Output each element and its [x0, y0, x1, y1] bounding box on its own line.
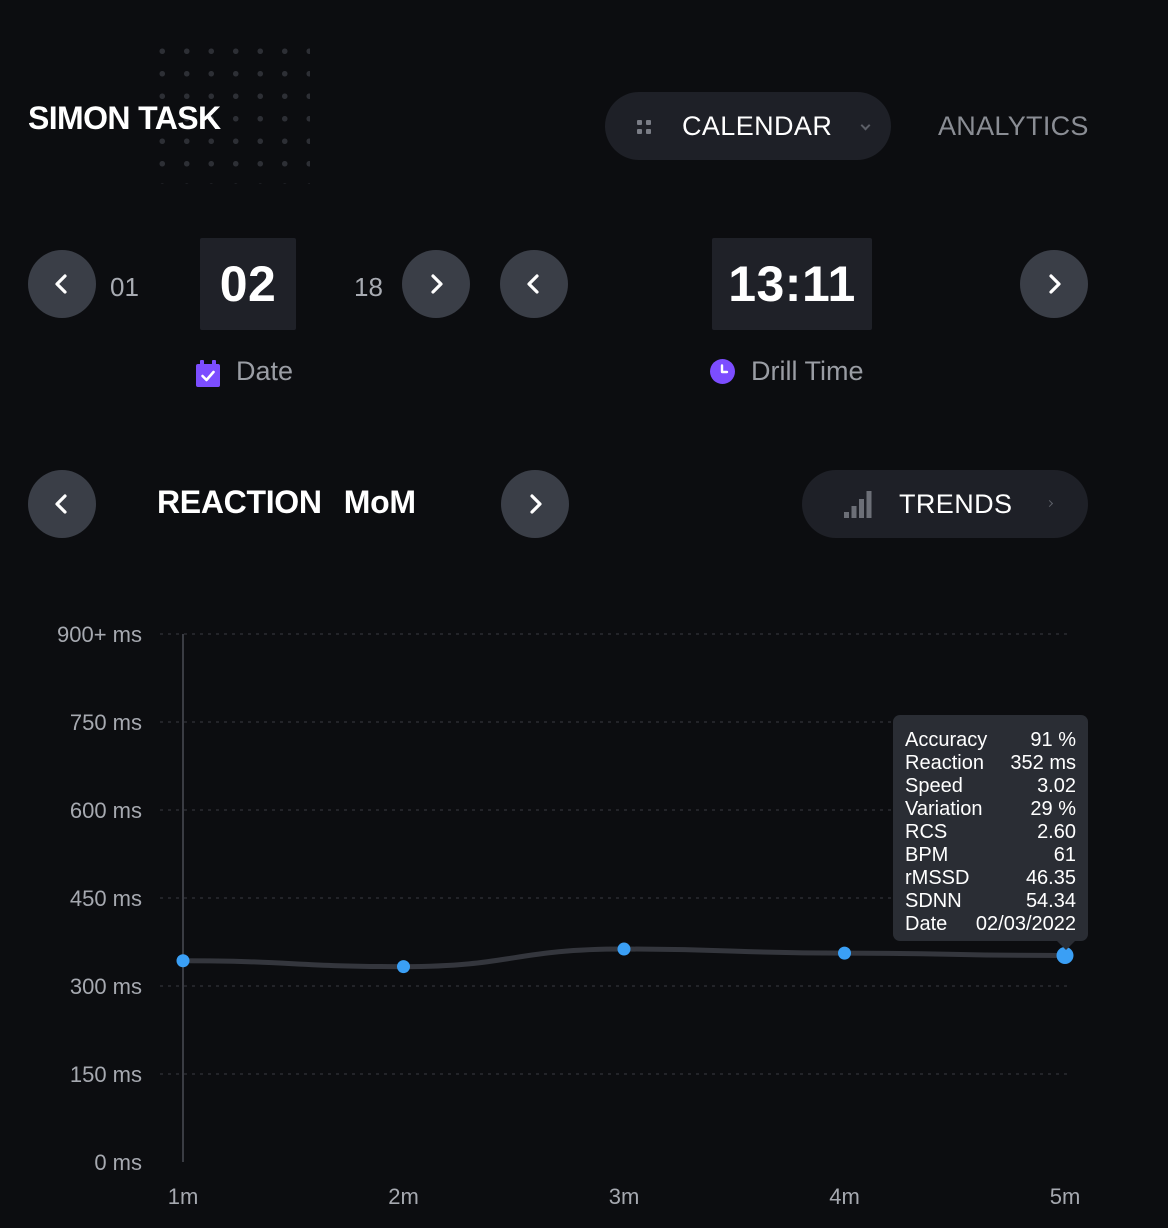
calendar-check-icon: [196, 360, 220, 392]
reaction-chart: 0 ms 150 ms 300 ms 450 ms 600 ms 750 ms 900+ m…: [57, 622, 1081, 1209]
time-current-value: 13:11: [712, 238, 872, 330]
y-tick-label: 750 ms: [70, 710, 142, 735]
chevron-right-icon: [1049, 274, 1061, 294]
chevron-right-icon: [431, 274, 443, 294]
tooltip-row: Reaction 352 ms: [905, 752, 1076, 774]
chevron-left-icon: [55, 274, 67, 294]
data-point-tooltip: Accuracy 91 % Reaction 352 ms Speed 3.02 Va…: [893, 715, 1088, 950]
metric-period: MoM: [343, 484, 416, 520]
trends-button[interactable]: TRENDS: [802, 470, 1088, 538]
tooltip-row: Speed 3.02: [905, 775, 1076, 797]
date-prev-button[interactable]: [28, 250, 96, 318]
tab-calendar-label: CALENDAR: [682, 111, 833, 141]
date-next-value[interactable]: 18: [354, 272, 383, 302]
tooltip-row: rMSSD 46.35: [905, 867, 1076, 889]
date-prev-value[interactable]: 01: [110, 272, 139, 302]
date-current-value: 02: [200, 238, 296, 330]
tab-calendar[interactable]: CALENDAR: [605, 92, 891, 160]
y-tick-label: 900+ ms: [57, 622, 142, 647]
clock-icon: [710, 359, 735, 389]
x-tick-label: 5m: [1050, 1184, 1081, 1209]
time-caption: Drill Time: [751, 356, 864, 386]
tooltip-row: Accuracy 91 %: [905, 729, 1076, 751]
time-prev-button[interactable]: [500, 250, 568, 318]
chevron-right-icon: [1045, 499, 1054, 508]
data-point: [397, 960, 410, 974]
tooltip-row: Variation 29 %: [905, 798, 1076, 820]
signal-bars-icon: [844, 490, 872, 523]
y-tick-label: 0 ms: [94, 1150, 142, 1175]
tooltip-row: RCS 2.60: [905, 821, 1076, 843]
grid-icon: [637, 120, 653, 134]
date-next-button[interactable]: [402, 250, 470, 318]
metric-name: REACTION: [157, 484, 322, 520]
x-tick-label: 3m: [609, 1184, 640, 1209]
data-point: [1056, 946, 1074, 964]
data-point: [176, 954, 190, 968]
tooltip-row: BPM 61: [905, 844, 1076, 866]
tooltip-row: Date 02/03/2022: [905, 913, 1076, 935]
app-title: SIMON TASK: [28, 100, 221, 136]
chevron-left-icon: [527, 274, 539, 294]
y-tick-label: 300 ms: [70, 974, 142, 999]
x-tick-label: 1m: [168, 1184, 199, 1209]
tab-analytics[interactable]: ANALYTICS: [938, 111, 1089, 141]
x-tick-label: 4m: [829, 1184, 860, 1209]
tooltip-row: SDNN 54.34: [905, 890, 1076, 912]
y-tick-label: 150 ms: [70, 1062, 142, 1087]
data-point: [617, 942, 631, 956]
metric-prev-button[interactable]: [28, 470, 96, 538]
time-next-button[interactable]: [1020, 250, 1088, 318]
chevron-left-icon: [55, 494, 67, 514]
x-tick-label: 2m: [388, 1184, 419, 1209]
trends-label: TRENDS: [899, 489, 1013, 519]
chevron-down-icon: [860, 120, 871, 131]
metric-title: REACTION MoM: [157, 484, 416, 521]
y-tick-label: 600 ms: [70, 798, 142, 823]
metric-next-button[interactable]: [501, 470, 569, 538]
dot-grid-decoration: [150, 40, 310, 184]
date-caption: Date: [236, 356, 294, 386]
data-point: [838, 946, 851, 960]
y-tick-label: 450 ms: [70, 886, 142, 911]
chevron-right-icon: [530, 494, 542, 514]
